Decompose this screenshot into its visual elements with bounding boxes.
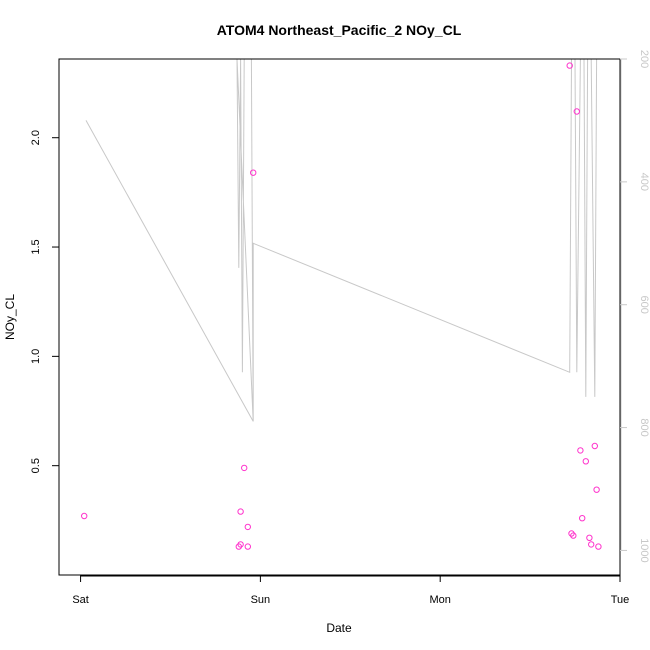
x-tick-label: Sat — [72, 594, 89, 606]
data-point — [595, 543, 602, 550]
data-point — [577, 447, 584, 454]
x-axis-label: Date — [326, 621, 352, 635]
y2-tick-label: 600 — [638, 296, 650, 314]
y2-tick-label: 200 — [638, 50, 650, 68]
profile-line — [85, 58, 598, 422]
profile-line-layer — [85, 58, 598, 422]
data-point — [237, 541, 244, 548]
x-tick-label: Tue — [611, 594, 630, 606]
y2-tick-label: 1000 — [638, 538, 650, 562]
plot-frame — [58, 58, 621, 576]
y-tick-label: 0.5 — [30, 458, 42, 473]
axes-layer: Sat Sun Mon Tue 0.5 1.0 1.5 2.0 200 400 600 800 1000 — [30, 50, 650, 606]
data-point — [588, 541, 595, 548]
y-tick-label: 1.5 — [30, 239, 42, 254]
data-point — [573, 108, 580, 115]
data-point — [570, 532, 577, 539]
data-point — [244, 523, 252, 531]
data-point — [579, 515, 586, 522]
chart-title: ATOM4 Northeast_Pacific_2 NOy_CL — [217, 22, 462, 38]
y-axis-label: NOy_CL — [3, 294, 17, 340]
y2-tick-label: 400 — [638, 173, 650, 191]
data-point — [244, 543, 252, 550]
data-point — [237, 508, 244, 515]
data-point — [582, 458, 589, 465]
points-layer — [81, 62, 602, 550]
data-point — [591, 442, 598, 450]
data-point — [250, 169, 257, 176]
y-tick-label: 1.0 — [30, 349, 42, 364]
y2-tick-label: 800 — [638, 418, 650, 436]
x-tick-label: Mon — [429, 594, 450, 606]
y-tick-label: 2.0 — [30, 130, 42, 145]
data-point — [586, 534, 593, 541]
data-point — [241, 464, 248, 472]
data-point — [593, 486, 600, 493]
x-tick-label: Sun — [251, 594, 271, 606]
data-point — [566, 62, 573, 69]
data-point — [81, 512, 88, 520]
